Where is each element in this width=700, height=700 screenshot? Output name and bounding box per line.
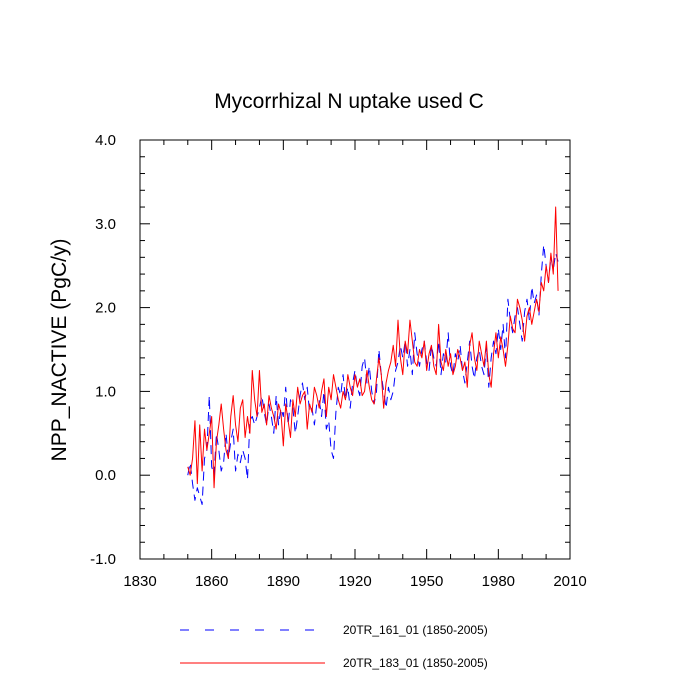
x-tick-label: 1950 <box>410 573 443 590</box>
y-tick-label: 3.0 <box>95 216 116 233</box>
y-axis-label: NPP_NACTIVE (PgC/y) <box>48 239 71 462</box>
legend: 20TR_161_01 (1850-2005) 20TR_183_01 (185… <box>180 623 488 670</box>
legend-label-series-2: 20TR_183_01 (1850-2005) <box>343 656 488 670</box>
x-tick-label: 1890 <box>267 573 300 590</box>
series-layer <box>187 206 559 506</box>
y-tick-label: -1.0 <box>90 551 116 568</box>
series-line-1 <box>187 244 559 506</box>
series-line-2 <box>187 206 559 489</box>
legend-label-series-1: 20TR_161_01 (1850-2005) <box>343 623 488 637</box>
x-tick-label: 2010 <box>553 573 586 590</box>
y-tick-label: 2.0 <box>95 300 116 317</box>
x-tick-label: 1860 <box>195 573 228 590</box>
y-tick-label: 4.0 <box>95 132 116 149</box>
x-tick-label: 1920 <box>338 573 371 590</box>
chart-title: Mycorrhizal N uptake used C <box>214 90 484 113</box>
x-tick-label: 1980 <box>482 573 515 590</box>
y-axis-ticks: -1.0 0.0 1.0 2.0 3.0 4.0 <box>90 132 570 568</box>
x-axis-ticks: 1830 1860 1890 1920 1950 1980 2010 <box>123 140 587 590</box>
y-tick-label: 1.0 <box>95 383 116 400</box>
plot-frame <box>139 139 571 560</box>
x-tick-label: 1830 <box>123 573 156 590</box>
plot-area: 1830 1860 1890 1920 1950 1980 2010 -1.0 0.0 1.0 2… <box>90 132 587 590</box>
y-tick-label: 0.0 <box>95 467 116 484</box>
